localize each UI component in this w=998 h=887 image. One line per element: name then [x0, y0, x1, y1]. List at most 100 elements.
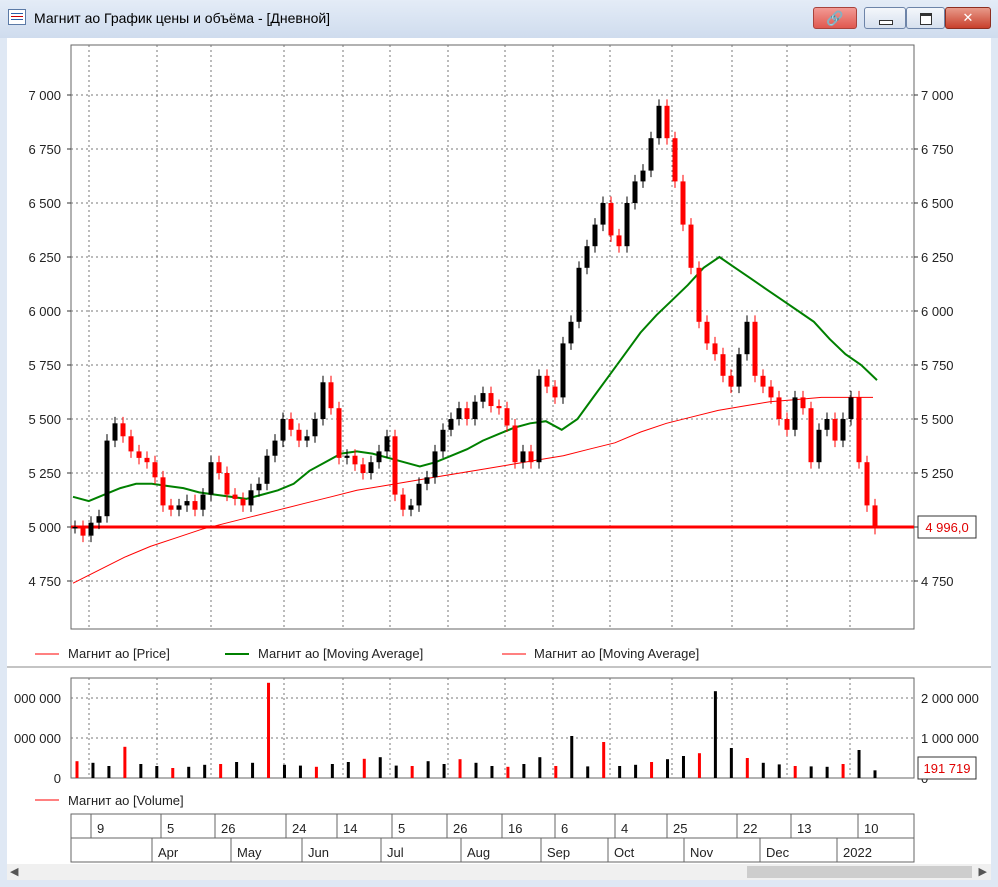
candle-body [360, 464, 366, 473]
price-tick-label-right: 6 000 [921, 304, 954, 319]
scroll-right-arrow-icon[interactable]: ▶ [978, 866, 987, 878]
candle-body [624, 203, 630, 247]
maximize-button[interactable] [906, 7, 945, 29]
price-tick-label-right: 5 750 [921, 358, 954, 373]
candle-body [312, 419, 318, 437]
volume-bar [697, 753, 701, 778]
candle-body [544, 375, 550, 387]
candle-body [784, 419, 790, 430]
link-button[interactable]: 🔗 [813, 7, 857, 29]
candle-body [256, 483, 262, 491]
scroll-thumb[interactable] [747, 866, 972, 878]
close-button[interactable]: ✕ [945, 7, 991, 29]
time-day-label: 22 [743, 821, 757, 836]
candle-body [376, 451, 382, 463]
volume-pane-frame [70, 677, 915, 779]
candle-body [224, 473, 230, 495]
price-tick-label-right: 4 750 [921, 574, 954, 589]
volume-bar [75, 761, 79, 778]
candle-body [856, 397, 862, 463]
volume-bar [123, 746, 127, 778]
candle-body [112, 423, 118, 441]
volume-bar [410, 766, 414, 778]
window-title: Магнит ао График цены и объёма - [Дневно… [34, 10, 331, 26]
legend-price-label[interactable]: Магнит ао [Price] [68, 646, 170, 661]
candle-body [96, 516, 102, 523]
time-month-label: Dec [766, 845, 790, 860]
candle-body [280, 419, 286, 441]
legend-volume-label[interactable]: Магнит ао [Volume] [68, 793, 184, 808]
price-tick-label-left: 6 000 [28, 304, 61, 319]
volume-bar [777, 764, 781, 778]
price-pane-frame [70, 44, 915, 630]
candle-body [864, 462, 870, 506]
volume-bar [538, 757, 542, 778]
volume-bar [554, 766, 558, 778]
candle-body [824, 419, 830, 430]
candle-body [776, 397, 782, 419]
volume-bar [474, 762, 478, 778]
volume-bar [745, 758, 749, 778]
time-month-label: Oct [614, 845, 635, 860]
volume-bar [267, 682, 271, 778]
price-axis-left: 7 000 6 750 6 500 6 250 6 000 5 750 5 500 5 250… [28, 88, 71, 589]
volume-bar [490, 766, 494, 778]
candle-body [200, 494, 206, 510]
candle-body [720, 354, 726, 376]
candle-body [832, 419, 838, 441]
vol-tick-label-left: 0 [54, 771, 61, 786]
time-month-label: Nov [690, 845, 714, 860]
candle-body [400, 494, 406, 510]
candle-body [632, 181, 638, 203]
title-bar[interactable]: Магнит ао График цены и объёма - [Дневно… [0, 0, 998, 38]
time-month-label: Aug [467, 845, 490, 860]
legend-ma-red-label[interactable]: Магнит ао [Moving Average] [534, 646, 699, 661]
scroll-left-arrow-icon[interactable]: ◀ [10, 866, 19, 878]
candle-body [736, 354, 742, 387]
volume-bar [378, 757, 382, 778]
volume-bar [362, 758, 366, 778]
candle-body [240, 498, 246, 506]
volume-bar [282, 764, 286, 778]
candle-body [488, 393, 494, 407]
time-day-label: 16 [508, 821, 522, 836]
horizontal-scrollbar[interactable]: ◀ ▶ [7, 864, 991, 880]
volume-bar [809, 766, 813, 778]
price-tick-label-left: 6 500 [28, 196, 61, 211]
candle-body [520, 451, 526, 463]
volume-bar [171, 768, 175, 778]
volume-bar [713, 691, 717, 778]
candle-body [608, 203, 614, 236]
candle-body [160, 477, 166, 506]
volume-bar [91, 762, 95, 778]
candle-body [768, 386, 774, 398]
time-day-label: 13 [797, 821, 811, 836]
volume-bar [298, 765, 302, 778]
legend-ma-green-label[interactable]: Магнит ао [Moving Average] [258, 646, 423, 661]
candle-body [80, 527, 86, 536]
time-day-label: 26 [221, 821, 235, 836]
volume-bar [602, 742, 606, 778]
price-grid [71, 45, 914, 629]
minimize-button[interactable] [864, 7, 906, 29]
vol-tick-label-right: 1 000 000 [921, 731, 979, 746]
candle-body [600, 203, 606, 225]
volume-bar [394, 765, 398, 778]
candle-body [480, 393, 486, 402]
price-tick-label-right: 7 000 [921, 88, 954, 103]
candle-body [448, 419, 454, 430]
candle-body [576, 267, 582, 322]
time-day-label: 9 [97, 821, 104, 836]
candle-body [424, 477, 430, 484]
candle-body [656, 105, 662, 139]
volume-bar [873, 770, 877, 778]
candle-body [168, 505, 174, 510]
volume-bar [634, 764, 638, 778]
volume-bar [314, 766, 318, 778]
chart-window-client: 7 000 6 750 6 500 6 250 6 000 5 750 5 500 5 250… [7, 38, 991, 880]
volume-bar [522, 764, 526, 778]
candle-body [712, 343, 718, 355]
candle-body [184, 501, 190, 506]
time-month-label: Apr [158, 845, 179, 860]
